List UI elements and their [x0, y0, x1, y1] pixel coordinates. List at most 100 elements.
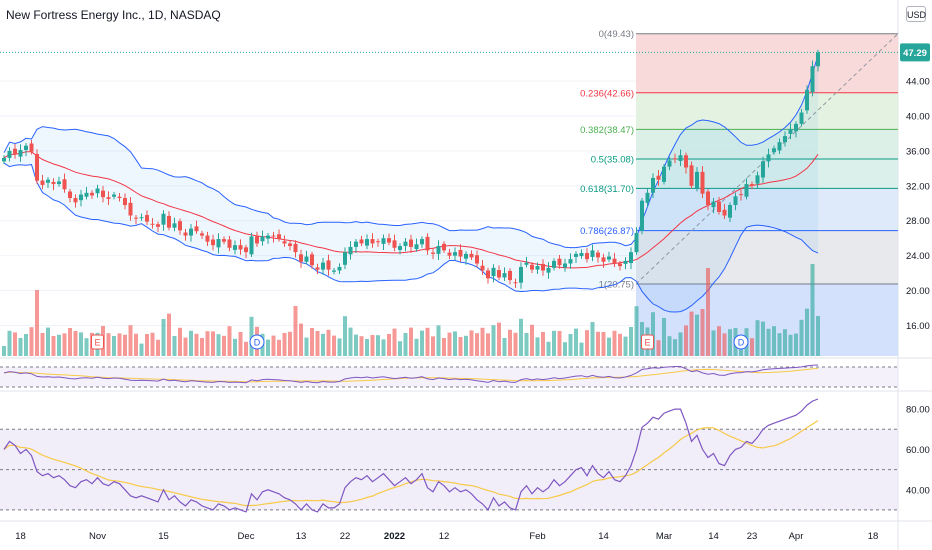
- volume-bar: [552, 330, 556, 356]
- rsi-axis-tick: 60.00: [906, 445, 930, 456]
- candle-body: [491, 267, 496, 277]
- dividend-marker-icon: [733, 334, 749, 350]
- volume-bar: [68, 328, 72, 356]
- candle: [766, 148, 771, 168]
- candle-body: [29, 143, 34, 152]
- candle-body: [73, 198, 78, 203]
- last-price-label: 47.29: [903, 48, 927, 59]
- volume-bar: [200, 338, 204, 356]
- candle: [216, 233, 221, 254]
- time-axis-label: Apr: [789, 531, 804, 542]
- candle: [343, 247, 347, 270]
- candle: [376, 238, 380, 247]
- candle: [365, 234, 369, 250]
- candle-body: [431, 252, 435, 254]
- price-axis: 44.00 40.00 36.00 32.00 28.00 24.00 20.00 16.00…: [900, 43, 930, 332]
- fib-zone-0: [636, 33, 898, 93]
- candle-body: [497, 270, 501, 278]
- volume-bar: [7, 330, 12, 356]
- candle: [601, 253, 606, 268]
- volume-bar: [150, 332, 155, 356]
- volume-bar: [117, 333, 122, 356]
- volume-bar: [35, 290, 39, 356]
- candle-body: [277, 234, 281, 240]
- candle-body: [645, 192, 650, 203]
- candle: [678, 149, 683, 167]
- volume-bar: [684, 325, 688, 356]
- candle-body: [464, 253, 468, 259]
- candle: [502, 267, 507, 281]
- fib-trend-line: [635, 33, 899, 285]
- volume-bar: [453, 331, 457, 356]
- volume-bar: [332, 335, 336, 356]
- volume-bar: [447, 332, 452, 356]
- earnings-marker-icon: [641, 334, 654, 350]
- candle-body: [139, 217, 144, 219]
- candle-body: [310, 254, 314, 266]
- volume-bar: [299, 323, 303, 356]
- candle-body: [365, 239, 369, 246]
- candle: [35, 149, 39, 185]
- time-axis-label: 15: [158, 531, 169, 542]
- volume-bar: [387, 334, 391, 356]
- candle: [684, 152, 688, 174]
- candle: [794, 121, 798, 138]
- candle: [403, 238, 408, 252]
- candle: [497, 265, 501, 281]
- candle-body: [282, 241, 287, 244]
- volume-bar: [436, 325, 441, 356]
- candle-body: [414, 244, 419, 250]
- candle: [772, 145, 776, 155]
- candle-body: [469, 253, 474, 258]
- volume-bar: [123, 334, 127, 356]
- candle: [205, 231, 210, 247]
- candle-body: [651, 177, 655, 193]
- candle-body: [502, 273, 507, 278]
- volume-bar: [563, 342, 567, 356]
- volume-bar: [695, 314, 699, 356]
- candle-body: [348, 246, 353, 255]
- volume-bar: [574, 328, 578, 356]
- candle-body: [260, 236, 265, 242]
- volume-bar: [211, 331, 215, 356]
- candle: [596, 249, 600, 263]
- candle-body: [783, 136, 787, 143]
- candle: [750, 181, 754, 190]
- candle: [211, 234, 215, 251]
- candle: [139, 213, 144, 221]
- time-axis-label: Nov: [89, 531, 106, 542]
- volume-bar: [365, 339, 369, 356]
- candle-body: [101, 190, 105, 198]
- candle-body: [453, 252, 457, 256]
- candle-body: [761, 161, 765, 178]
- candle-body: [552, 260, 556, 268]
- candle-body: [733, 196, 738, 206]
- candle: [618, 260, 622, 271]
- volume-bar: [706, 268, 710, 356]
- candle: [557, 255, 562, 269]
- candle: [453, 247, 457, 260]
- volume-bar: [178, 327, 182, 356]
- volume-bar: [425, 327, 430, 356]
- volume-bar: [167, 313, 171, 356]
- fib-level-label-1: 0.236(42.66): [580, 88, 634, 99]
- volume-bar: [277, 339, 281, 356]
- rsi-axis-tick: 80.00: [906, 405, 930, 416]
- candle-body: [436, 246, 441, 254]
- candle-body: [596, 252, 600, 258]
- candle-body: [7, 150, 12, 158]
- candle-body: [211, 239, 215, 246]
- candle: [563, 258, 567, 272]
- candle: [656, 170, 661, 186]
- currency-button[interactable]: USD: [906, 6, 926, 22]
- candle-body: [640, 200, 644, 231]
- time-axis: 18 Nov 15 Dec 13 22 2022 12 Feb 14 Mar 14 23 Apr 18: [15, 531, 878, 542]
- candle-body: [711, 201, 716, 208]
- candle: [761, 156, 765, 183]
- candle: [123, 193, 127, 210]
- volume-bar: [678, 332, 683, 356]
- candle-body: [568, 259, 573, 264]
- candle-body: [343, 252, 347, 265]
- event-marker-label: E: [94, 338, 100, 348]
